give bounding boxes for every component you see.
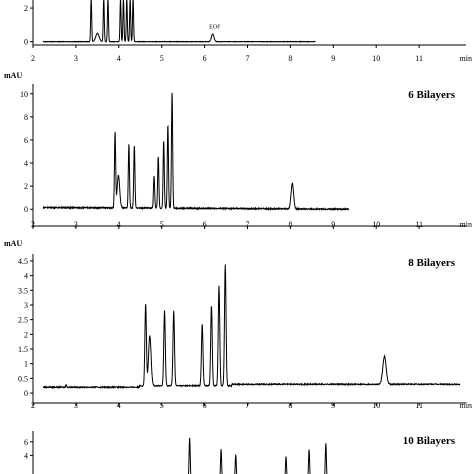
y-tick-label: 4 bbox=[24, 272, 28, 281]
x-tick-label: 9 bbox=[331, 220, 335, 229]
y-tick-label: 6 bbox=[24, 136, 28, 145]
y-tick-label: 1 bbox=[24, 360, 28, 369]
x-tick-label: 7 bbox=[246, 54, 250, 63]
y-tick-label: 10 bbox=[20, 90, 28, 99]
x-tick-label: 4 bbox=[117, 401, 121, 410]
y-tick-label: 2 bbox=[24, 182, 28, 191]
chart-panel: 0 0.5 1 1.5 2 2.5 3 3.5 4 4.5 2 3 4 5 6 7 8 9 10 11 min mAU 8 … bbox=[4, 239, 472, 410]
y-tick-label: 0 bbox=[24, 38, 28, 47]
chromatogram-trace bbox=[42, 92, 350, 212]
x-tick-label: 3 bbox=[74, 220, 78, 229]
x-tick-label: 5 bbox=[160, 54, 164, 63]
chromatogram-trace bbox=[42, 264, 461, 390]
x-tick-label: 4 bbox=[117, 54, 121, 63]
y-tick-label: 0.5 bbox=[18, 374, 28, 383]
x-tick-label: 3 bbox=[74, 54, 78, 63]
panel-title: 6 Bilayers bbox=[408, 89, 455, 101]
x-tick-label: 9 bbox=[331, 54, 335, 63]
x-tick-label: 5 bbox=[160, 401, 164, 410]
x-tick-label: 4 bbox=[117, 220, 121, 229]
y-tick-label: 2 bbox=[24, 4, 28, 13]
y-tick-label: 3.5 bbox=[18, 286, 28, 295]
x-tick-label: 2 bbox=[31, 220, 35, 229]
x-tick-label: 2 bbox=[31, 401, 35, 410]
peak-annotation: EOF bbox=[209, 24, 221, 30]
x-tick-label: 6 bbox=[203, 54, 207, 63]
x-tick-label: 2 bbox=[31, 54, 35, 63]
x-tick-label: 7 bbox=[246, 401, 250, 410]
y-tick-label: 0 bbox=[24, 389, 28, 398]
x-tick-label: 11 bbox=[415, 220, 423, 229]
x-tick-label: 5 bbox=[160, 220, 164, 229]
y-tick-label: 4.5 bbox=[18, 257, 28, 266]
x-tick-label: 8 bbox=[288, 54, 292, 63]
y-tick-label: 2 bbox=[24, 330, 28, 339]
y-axis-unit: mAU bbox=[4, 239, 22, 248]
y-tick-label: 6 bbox=[24, 438, 28, 447]
x-tick-label: 6 bbox=[203, 220, 207, 229]
y-tick-label: 2.5 bbox=[18, 316, 28, 325]
x-tick-label: 10 bbox=[372, 54, 380, 63]
chromatogram-trace bbox=[42, 0, 316, 43]
x-tick-label: 8 bbox=[288, 401, 292, 410]
y-axis-unit: mAU bbox=[4, 71, 22, 80]
x-axis-unit: min bbox=[460, 220, 472, 229]
panel-title: 8 Bilayers bbox=[408, 257, 455, 269]
x-tick-label: 7 bbox=[246, 220, 250, 229]
x-axis-unit: min bbox=[460, 54, 472, 63]
chart-panel: 4 6 10 Bilayers bbox=[24, 431, 456, 474]
y-tick-label: 0 bbox=[24, 205, 28, 214]
x-tick-label: 6 bbox=[203, 401, 207, 410]
x-tick-label: 3 bbox=[74, 401, 78, 410]
y-tick-label: 3 bbox=[24, 301, 28, 310]
y-tick-label: 4 bbox=[24, 159, 28, 168]
x-tick-label: 9 bbox=[331, 401, 335, 410]
x-tick-label: 8 bbox=[288, 220, 292, 229]
x-tick-label: 11 bbox=[415, 401, 423, 410]
x-tick-label: 10 bbox=[372, 401, 380, 410]
y-tick-label: 4 bbox=[24, 451, 28, 460]
x-axis-unit: min bbox=[460, 401, 472, 410]
panel-title: 10 Bilayers bbox=[403, 435, 456, 447]
x-tick-label: 10 bbox=[372, 220, 380, 229]
y-tick-label: 1.5 bbox=[18, 345, 28, 354]
y-tick-label: 8 bbox=[24, 113, 28, 122]
x-tick-label: 11 bbox=[415, 54, 423, 63]
